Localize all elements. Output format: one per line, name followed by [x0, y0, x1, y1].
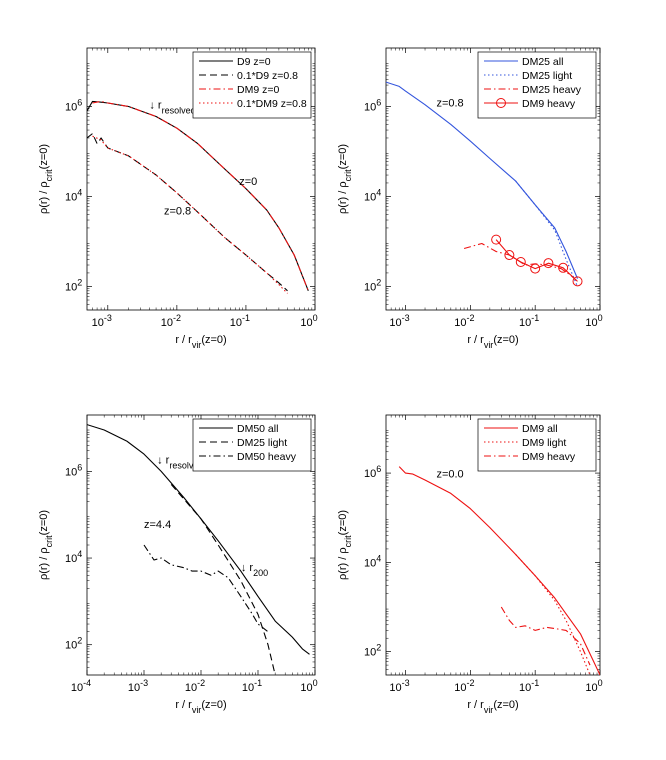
annotation: z=0 [239, 176, 257, 188]
y-axis-label: ρ(r) / ρcrit(z=0) [337, 510, 353, 580]
legend: DM50 all DM25 light DM50 heavy [192, 418, 312, 472]
panel-top-left: 10-3 10-2 10-1 100 102 104 106 r / rvir(z=0) ρ(r… [38, 47, 318, 350]
legend-box [192, 51, 312, 119]
annotation: z=4.4 [144, 519, 171, 531]
series-line-dm25-light [515, 180, 579, 287]
data-point-marker [572, 276, 583, 287]
legend-label: DM25 all [522, 56, 563, 68]
x-tick-label: 10-2 [454, 313, 474, 329]
data-point-marker [558, 262, 569, 273]
series-line-0-1-d9-z-0-8 [87, 133, 288, 292]
legend: DM25 all DM25 light DM25 heavy DM9 heavy [477, 51, 597, 119]
x-tick-label: 10-1 [519, 678, 539, 694]
x-tick-label: 100 [300, 313, 317, 329]
x-tick-label: 10-2 [454, 678, 474, 694]
x-axis-label: r / rvir(z=0) [175, 699, 226, 715]
legend-label: 0.1*DM9 z=0.8 [237, 98, 307, 110]
y-tick-label: 104 [65, 549, 82, 565]
legend-label: DM9 heavy [522, 451, 576, 463]
legend-label: DM25 light [237, 437, 287, 449]
x-tick-label: 10-2 [161, 313, 181, 329]
y-tick-label: 104 [364, 553, 381, 569]
x-tick-label: 10-3 [128, 678, 148, 694]
series-line-dm9-heavy [495, 239, 578, 282]
legend: DM9 all DM9 light DM9 heavy [477, 418, 597, 472]
x-tick-label: 100 [585, 678, 602, 694]
x-axis-label: r / rvir(z=0) [467, 334, 518, 350]
annotation: z=0.0 [436, 468, 463, 480]
data-point-marker [515, 257, 526, 268]
panel-top-right: 10-3 10-2 10-1 100 102 104 106 r / rvir(z=0) ρ(r… [337, 47, 603, 350]
y-tick-label: 102 [364, 277, 381, 293]
y-axis-label: ρ(r) / ρcrit(z=0) [337, 144, 353, 214]
x-tick-label: 10-4 [71, 678, 91, 694]
x-tick-label: 10-3 [389, 678, 409, 694]
series-line-0-1-dm9-z-0-8 [92, 135, 288, 294]
panel-bottom-right: 10-3 10-2 10-1 100 102 104 106 r / rvir(z=0) ρ(r… [337, 414, 603, 715]
y-tick-label: 106 [65, 462, 82, 478]
series-line-dm50-all [87, 424, 310, 655]
x-tick-label: 10-3 [92, 313, 112, 329]
x-tick-label: 10-1 [230, 313, 250, 329]
annotation: ↓ rresolved [149, 100, 195, 116]
y-axis-label: ρ(r) / ρcrit(z=0) [38, 510, 54, 580]
y-tick-label: 106 [364, 98, 381, 114]
panel-bottom-left: 10-4 10-3 10-2 10-1 100 102 104 106 r / rvir(z=0… [38, 414, 318, 715]
legend-label: DM50 all [237, 423, 278, 435]
series-line-dm9-light [515, 554, 591, 675]
series-line-dm9-z-0 [92, 100, 309, 292]
annotation: z=0.8 [164, 205, 191, 217]
y-tick-label: 102 [65, 636, 82, 652]
annotation: z=0.8 [436, 98, 463, 110]
plot-frame [86, 47, 316, 311]
x-tick-label: 100 [300, 678, 317, 694]
plot-frame [385, 414, 601, 676]
series-line-dm25-all [386, 81, 579, 279]
x-tick-label: 10-1 [519, 313, 539, 329]
x-tick-label: 10-1 [242, 678, 262, 694]
legend-label: 0.1*D9 z=0.8 [237, 70, 298, 82]
legend-label: DM50 heavy [237, 451, 297, 463]
data-point-marker [530, 263, 541, 274]
series-line-d9-z-0 [87, 100, 309, 292]
legend-label: DM9 all [522, 423, 558, 435]
legend-marker [496, 98, 506, 108]
legend-label: D9 z=0 [237, 56, 271, 68]
series-line-dm25-light [170, 484, 276, 675]
x-tick-label: 10-3 [389, 313, 409, 329]
y-axis-label: ρ(r) / ρcrit(z=0) [38, 144, 54, 214]
y-tick-label: 104 [65, 188, 82, 204]
x-tick-label: 100 [585, 313, 602, 329]
legend-label: DM9 light [522, 437, 566, 449]
data-point-marker [491, 234, 502, 245]
y-tick-label: 102 [364, 643, 381, 659]
legend-box [477, 51, 597, 119]
legend: D9 z=0 0.1*D9 z=0.8 DM9 z=0 0.1*DM9 z=0.8 [192, 51, 312, 119]
data-point-marker [504, 250, 515, 261]
y-tick-label: 106 [65, 98, 82, 114]
legend-label: DM25 heavy [522, 84, 582, 96]
y-tick-label: 106 [364, 464, 381, 480]
legend-label: DM25 light [522, 70, 572, 82]
data-point-marker [543, 258, 554, 269]
x-axis-label: r / rvir(z=0) [175, 334, 226, 350]
y-tick-label: 102 [65, 277, 82, 293]
series-line-dm9-all [398, 466, 600, 675]
series-line-dm50-heavy [143, 544, 269, 633]
annotation: ↓ r200 [241, 562, 268, 578]
annotation: ↓ rresolved [157, 455, 203, 471]
x-tick-label: 10-2 [185, 678, 205, 694]
y-tick-label: 104 [364, 188, 381, 204]
series-line-dm9-heavy [500, 606, 591, 666]
legend-label: DM9 heavy [522, 98, 576, 110]
x-axis-label: r / rvir(z=0) [467, 699, 518, 715]
legend-label: DM9 z=0 [237, 84, 279, 96]
plot-frame [385, 47, 601, 311]
